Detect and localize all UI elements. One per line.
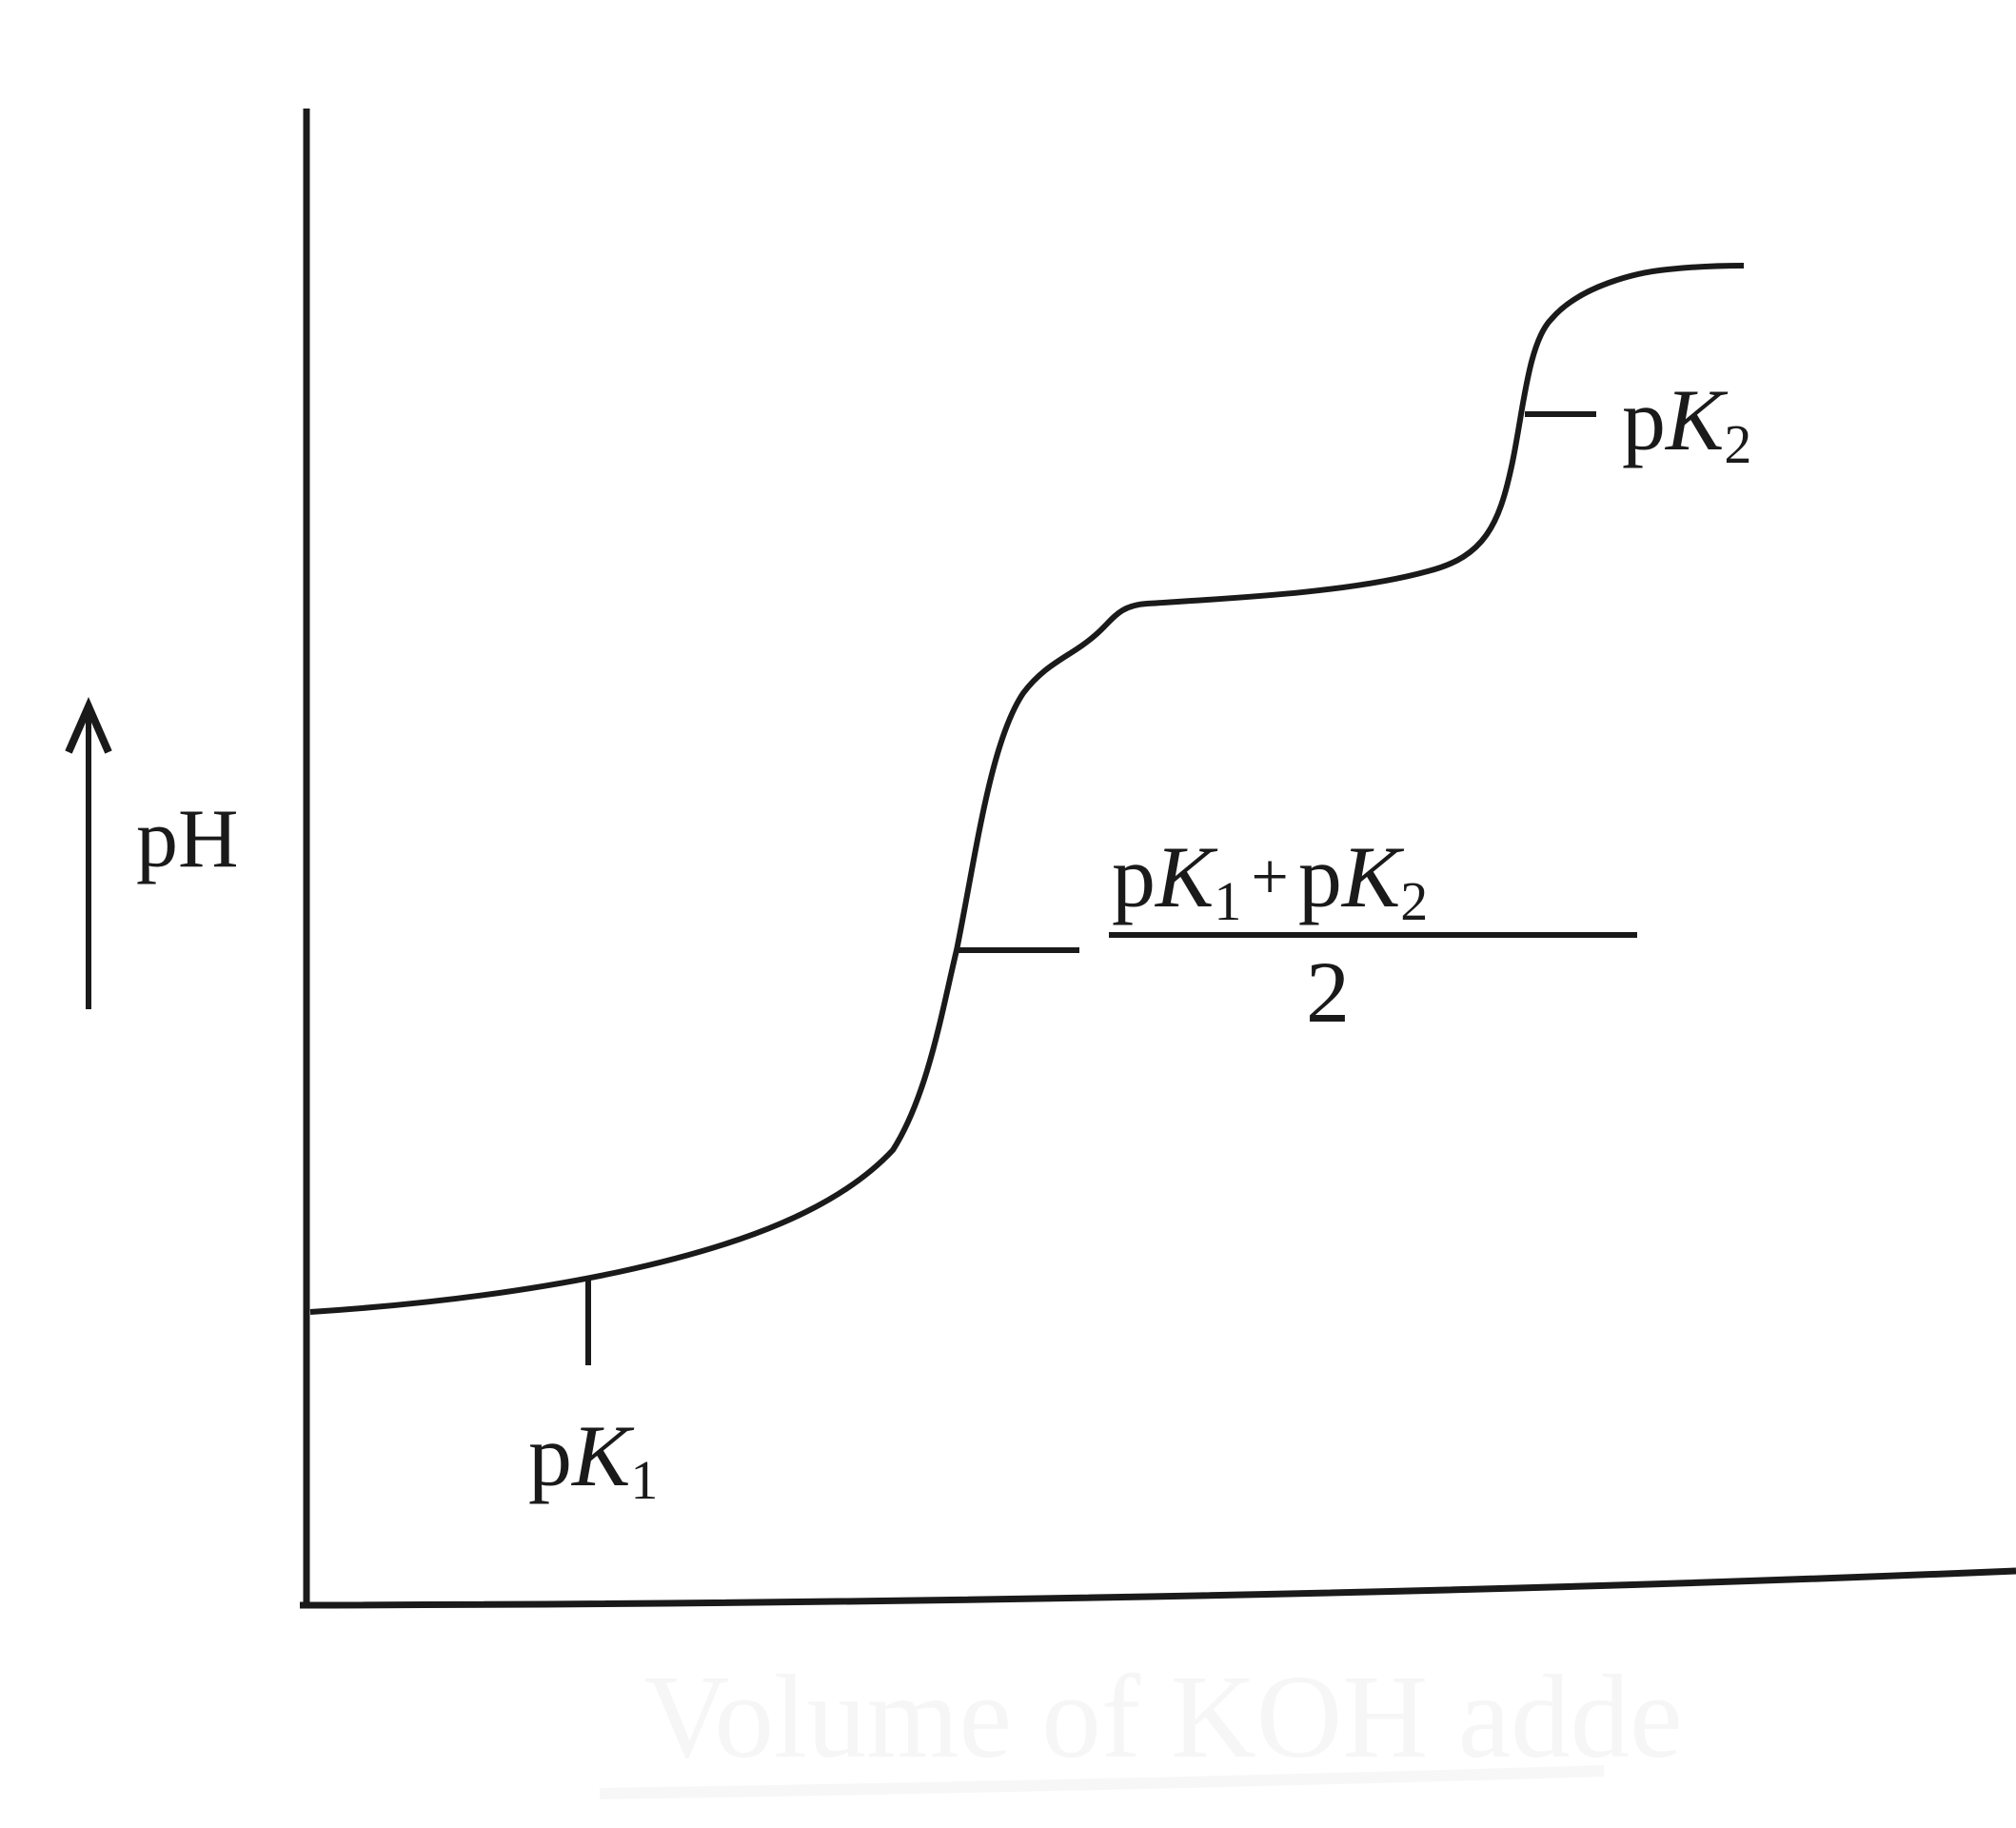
titration-curve <box>309 263 1745 1315</box>
x-axis-label-underline <box>599 1765 1605 1799</box>
midpoint-numerator: pK1 + pK2 <box>1112 828 1428 932</box>
y-axis-label: pH <box>136 793 239 885</box>
pk1-label: pK1 <box>528 1407 658 1511</box>
pk2-label: pK2 <box>1622 371 1751 475</box>
up-arrow-icon <box>65 697 112 754</box>
midpoint-denominator: 2 <box>1306 944 1350 1041</box>
x-axis-label: Volume of KOH adde <box>643 1652 1682 1783</box>
x-axis <box>299 1567 2016 1609</box>
